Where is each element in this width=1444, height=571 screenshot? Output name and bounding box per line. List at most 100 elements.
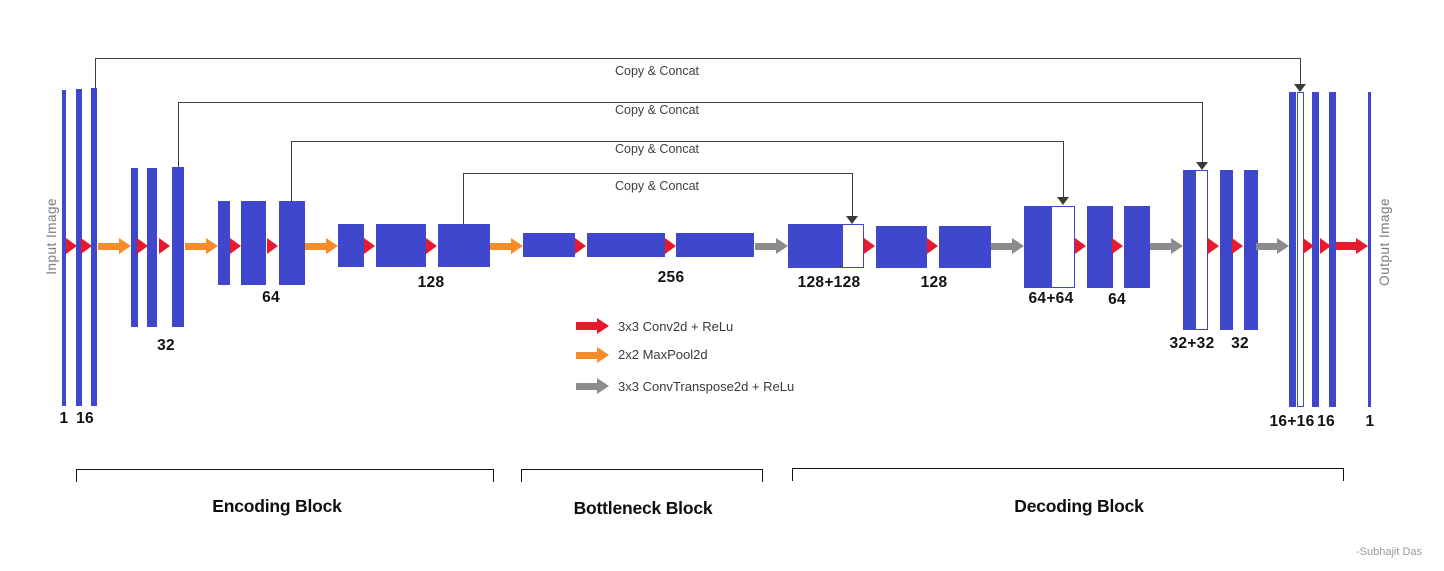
skip3-horizontal-line — [291, 141, 1063, 142]
channels-label-dec128cat: 128+128 — [797, 274, 861, 291]
skip4-horizontal-line — [463, 173, 852, 174]
skip3-arrowhead-icon — [1057, 197, 1069, 205]
dec-128-concat-block — [788, 224, 864, 268]
skip1-drop-line — [1300, 58, 1301, 85]
output-conv-arrow-icon — [1336, 238, 1368, 254]
conv-arrow-icon — [1320, 238, 1331, 254]
legend-conv-label: 3x3 Conv2d + ReLu — [618, 319, 734, 334]
decoding-block-bracket — [792, 468, 1344, 481]
legend-maxpool-label: 2x2 MaxPool2d — [618, 347, 708, 362]
legend-transpose-label: 3x3 ConvTranspose2d + ReLu — [618, 379, 795, 394]
conv-arrow-icon — [1232, 238, 1243, 254]
enc-128-bar-3 — [438, 224, 490, 267]
skip1-riser-line — [95, 58, 96, 90]
dec-16-bar-2 — [1329, 92, 1336, 407]
conv-arrow-icon — [230, 238, 241, 254]
dec-128-bar-1 — [876, 226, 927, 268]
encoding-block-label: Encoding Block — [212, 496, 342, 516]
channels-label-dec128: 128 — [920, 274, 948, 291]
dec-32-bar-1 — [1220, 170, 1233, 330]
credit-text: -Subhajit Das — [1356, 546, 1423, 558]
dec-32-bar-2 — [1244, 170, 1258, 330]
skip1-label: Copy & Concat — [614, 64, 700, 78]
channels-label-input: 1 — [59, 410, 69, 427]
skip2-arrowhead-icon — [1196, 162, 1208, 170]
skip2-horizontal-line — [178, 102, 1202, 103]
conv-arrow-icon — [575, 238, 586, 254]
conv-arrow-icon — [364, 238, 375, 254]
conv-arrow-icon — [426, 238, 437, 254]
conv-arrow-icon — [81, 238, 92, 254]
skip4-label: Copy & Concat — [614, 179, 700, 193]
conv-arrow-icon — [137, 238, 148, 254]
enc-32-bar-2 — [147, 168, 157, 327]
channels-label-bottleneck256: 256 — [657, 269, 685, 286]
legend-transpose-arrow-icon — [576, 378, 609, 394]
dec-128-bar-2 — [939, 226, 991, 268]
maxpool-arrow-icon — [305, 238, 338, 254]
input-image-label: Input Image — [44, 198, 59, 275]
enc-128-bar-1 — [338, 224, 364, 267]
maxpool-arrow-icon — [185, 238, 218, 254]
transpose-conv-arrow-icon — [991, 238, 1024, 254]
dec-16-bar-1 — [1312, 92, 1319, 407]
conv-arrow-icon — [1112, 238, 1123, 254]
transpose-conv-arrow-icon — [755, 238, 788, 254]
conv-arrow-icon — [1303, 238, 1314, 254]
dec-16-concat-blue-bar — [1289, 92, 1296, 407]
skip3-drop-line — [1063, 141, 1064, 198]
dec-32-concat-white-part — [1195, 170, 1208, 330]
skip3-riser-line — [291, 141, 292, 201]
skip3-label: Copy & Concat — [614, 142, 700, 156]
dec-128-concat-white-part — [842, 224, 864, 268]
channels-label-dec16cat: 16+16 — [1269, 413, 1315, 430]
maxpool-arrow-icon — [490, 238, 523, 254]
channels-label-output: 1 — [1365, 413, 1375, 430]
conv-arrow-icon — [159, 238, 170, 254]
channels-label-enc16: 16 — [76, 410, 94, 427]
transpose-conv-arrow-icon — [1256, 238, 1289, 254]
output-image-label: Output Image — [1377, 198, 1392, 286]
conv-arrow-icon — [267, 238, 278, 254]
bottleneck-256-bar-2 — [587, 233, 665, 257]
input-bar-1 — [62, 90, 66, 406]
skip4-arrowhead-icon — [846, 216, 858, 224]
channels-label-dec64: 64 — [1108, 291, 1126, 308]
enc-64-bar-1 — [218, 201, 230, 285]
channels-label-dec64cat: 64+64 — [1028, 290, 1074, 307]
maxpool-arrow-icon — [98, 238, 131, 254]
skip2-label: Copy & Concat — [614, 103, 700, 117]
skip1-arrowhead-icon — [1294, 84, 1306, 92]
enc-32-bar-3 — [172, 167, 184, 327]
conv-arrow-icon — [665, 238, 676, 254]
enc-32-bar-1 — [131, 168, 138, 327]
channels-label-dec32: 32 — [1231, 335, 1249, 352]
enc-64-bar-3 — [279, 201, 305, 285]
channels-label-enc64: 64 — [262, 289, 280, 306]
decoding-block-label: Decoding Block — [1014, 496, 1144, 516]
bottleneck-256-bar-3 — [676, 233, 754, 257]
skip2-riser-line — [178, 102, 179, 168]
bottleneck-block-label: Bottleneck Block — [573, 498, 713, 518]
skip4-drop-line — [852, 173, 853, 217]
legend-conv-arrow-icon — [576, 318, 609, 334]
skip4-riser-line — [463, 173, 464, 224]
bottleneck-256-bar-1 — [523, 233, 575, 257]
dec-64-bar-2 — [1124, 206, 1150, 288]
dec-32-concat-block — [1183, 170, 1208, 330]
channels-label-enc128: 128 — [417, 274, 445, 291]
conv-arrow-icon — [864, 238, 875, 254]
dec-64-concat-white-part — [1051, 206, 1075, 288]
enc-16-bar-1 — [76, 89, 82, 406]
conv-arrow-icon — [927, 238, 938, 254]
enc-128-bar-2 — [376, 224, 426, 267]
skip1-horizontal-line — [95, 58, 1300, 59]
skip2-drop-line — [1202, 102, 1203, 163]
enc-16-bar-2 — [91, 88, 97, 406]
legend-maxpool-arrow-icon — [576, 347, 609, 363]
channels-label-dec32cat: 32+32 — [1169, 335, 1215, 352]
conv-arrow-icon — [1208, 238, 1219, 254]
channels-label-dec16: 16 — [1317, 413, 1335, 430]
channels-label-enc32: 32 — [157, 337, 175, 354]
